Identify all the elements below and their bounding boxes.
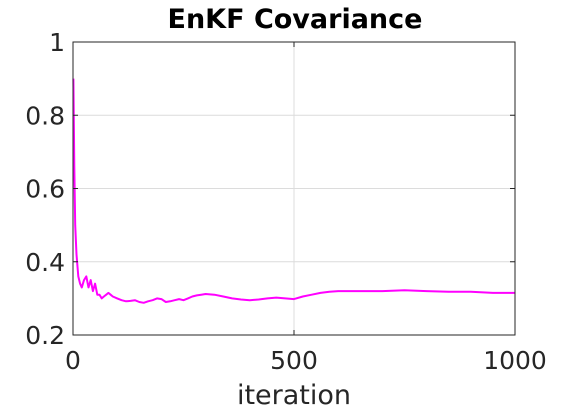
x-tick-label: 1000 <box>483 346 547 375</box>
series-layer <box>72 78 515 304</box>
x-axis-label: iteration <box>237 380 351 411</box>
y-axis: 0.2 0.4 0.6 0.8 1 <box>25 28 515 350</box>
y-tick-label: 0.4 <box>25 248 65 277</box>
y-tick-label: 0.2 <box>25 321 65 350</box>
y-tick-label: 1 <box>49 28 65 57</box>
x-axis: 0 500 1000 <box>65 42 547 375</box>
x-tick-label: 500 <box>270 346 318 375</box>
y-tick-label: 0.8 <box>25 101 65 130</box>
y-tick-label: 0.6 <box>25 175 65 204</box>
chart-title: EnKF Covariance <box>168 4 423 35</box>
series-line <box>72 78 515 304</box>
x-tick-label: 0 <box>65 346 81 375</box>
